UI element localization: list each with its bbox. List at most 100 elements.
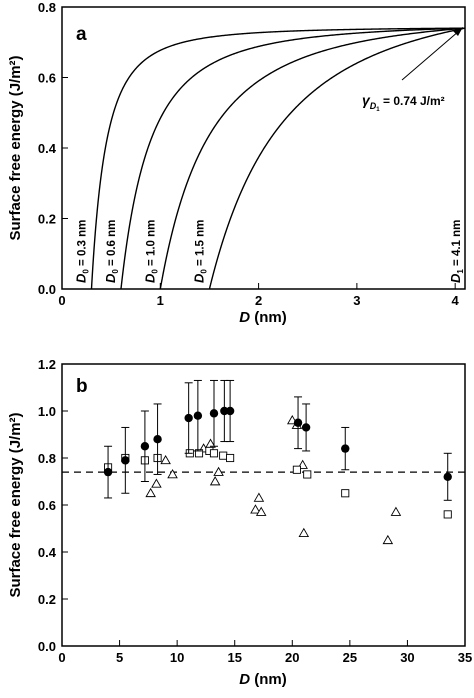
panel-b-y-ticks: 0.0 0.2 0.4 0.6 0.8 1.0 1.2 (38, 357, 68, 654)
x-tick-label: 0 (58, 293, 65, 308)
x-tick-label: 0 (58, 650, 65, 665)
open-triangle-point (298, 527, 310, 538)
curve-d0-1 (159, 27, 466, 290)
panel-a-x-unit: (nm) (250, 309, 287, 326)
y-tick-label: 0.8 (38, 451, 56, 466)
gamma-symbol: γ (362, 92, 371, 108)
curve-label-value: = 1.5 nm (194, 220, 206, 270)
curve-label-sub: 0 (82, 269, 91, 274)
filled-circle-point (153, 435, 162, 444)
open-square-point (341, 489, 350, 498)
y-tick-label: 0.6 (38, 71, 56, 86)
filled-circle-point (103, 467, 113, 477)
gamma-annotation: γD1 = 0.74 J/m² (362, 27, 463, 113)
panel-b-label: b (76, 376, 88, 397)
curve-d0-0.6 (120, 27, 466, 290)
filled-circle-point (341, 444, 350, 453)
x-tick-label: 4 (452, 293, 460, 308)
curve-d0-0.3 (90, 27, 466, 289)
panel-b-points (103, 379, 452, 545)
filled-circle-point (209, 409, 219, 418)
gamma-sub: D (370, 101, 377, 111)
d1-value: = 4.1 nm (451, 220, 463, 270)
open-triangle-point (145, 487, 156, 498)
open-square-point (443, 510, 452, 519)
panel-a-y-ticks: 0.0 0.2 0.4 0.6 0.8 (38, 0, 68, 297)
curve-label-value: = 0.3 nm (77, 220, 89, 270)
filled-circle-point (301, 423, 311, 432)
open-square-point (209, 449, 219, 458)
gamma-arrow-line (401, 30, 460, 81)
open-square-point (292, 465, 301, 474)
x-tick-label: 2 (255, 293, 262, 308)
open-triangle-point (209, 476, 221, 486)
x-tick-label: 30 (400, 650, 414, 665)
open-triangle-point (160, 454, 171, 465)
curve-label-sub: 0 (111, 269, 120, 274)
curve-label-var: D (142, 273, 157, 283)
panel-b-x-axis-title: D (nm) (239, 671, 287, 688)
filled-circle-point (220, 406, 229, 416)
open-triangle-point (250, 504, 261, 514)
open-triangle-point (382, 534, 394, 545)
filled-circle-point (121, 456, 130, 465)
y-tick-label: 0.8 (38, 0, 56, 15)
open-square-point (219, 451, 228, 460)
gamma-label: γD1 = 0.74 J/m² (362, 92, 445, 113)
filled-circle-point (443, 472, 452, 481)
curve-label-d0-1: D0 = 1.0 nm (142, 220, 159, 283)
gamma-value: = 0.74 J/m² (380, 94, 445, 108)
curve-label-var: D (74, 273, 89, 283)
filled-circle-point (140, 442, 150, 451)
curve-label-d0-0.6: D0 = 0.6 nm (103, 220, 120, 283)
panel-a-x-ticks: 0 1 2 3 4 (58, 283, 460, 308)
panel-a-y-axis-title: Surface free energy (J/m²) (7, 55, 24, 240)
open-square-point (194, 449, 204, 458)
panel-b-x-unit: (nm) (250, 671, 287, 688)
y-tick-label: 0.4 (38, 141, 57, 156)
y-tick-label: 1.0 (38, 404, 56, 419)
curve-label-value: = 1.0 nm (145, 220, 157, 270)
gamma-subsub: 1 (376, 107, 380, 113)
x-tick-label: 25 (343, 650, 357, 665)
open-square-point (226, 453, 235, 463)
x-tick-label: 5 (116, 650, 123, 665)
x-tick-label: 10 (170, 650, 184, 665)
y-tick-label: 0.2 (38, 592, 56, 607)
curve-label-value: = 0.6 nm (106, 220, 118, 270)
curve-label-d0-0.3: D0 = 0.3 nm (74, 220, 91, 283)
d1-label: D1 = 4.1 nm (448, 220, 465, 283)
x-tick-label: 1 (157, 293, 164, 308)
d1-var: D (448, 273, 463, 283)
panel-b-y-axis-title: Surface free energy (J/m²) (7, 412, 24, 597)
panel-b-chart: 0 5 10 15 20 25 30 35 0.0 0.2 0.4 0.6 0.8 1.0 1.2 b D… (7, 357, 472, 688)
panel-a-label: a (76, 24, 87, 45)
panel-b-x-var: D (239, 671, 250, 688)
d1-sub: 1 (456, 269, 465, 274)
filled-circle-point (225, 406, 235, 416)
gamma-arrow-head (453, 27, 463, 36)
curve-d0-1.5 (208, 27, 466, 290)
panel-b-plot-frame (61, 363, 466, 647)
open-square-point (303, 470, 312, 479)
panel-a-x-axis-title: D (nm) (239, 309, 287, 326)
panel-b-x-ticks: 0 5 10 15 20 25 30 35 (58, 640, 472, 665)
panel-a-x-var: D (239, 309, 250, 326)
x-tick-label: 35 (458, 650, 472, 665)
y-tick-label: 0.6 (38, 498, 56, 513)
curve-label-sub: 0 (150, 269, 159, 274)
open-triangle-point (253, 492, 265, 502)
y-tick-label: 0.0 (38, 639, 56, 654)
open-triangle-point (213, 466, 224, 476)
filled-circle-point (293, 418, 303, 427)
panel-a-curves (90, 27, 466, 290)
open-triangle-point (151, 478, 162, 488)
curve-label-d0-1.5: D0 = 1.5 nm (191, 220, 208, 283)
y-tick-label: 1.2 (38, 357, 56, 372)
x-tick-label: 20 (285, 650, 299, 665)
y-tick-label: 0.4 (38, 545, 57, 560)
filled-circle-point (193, 411, 203, 420)
